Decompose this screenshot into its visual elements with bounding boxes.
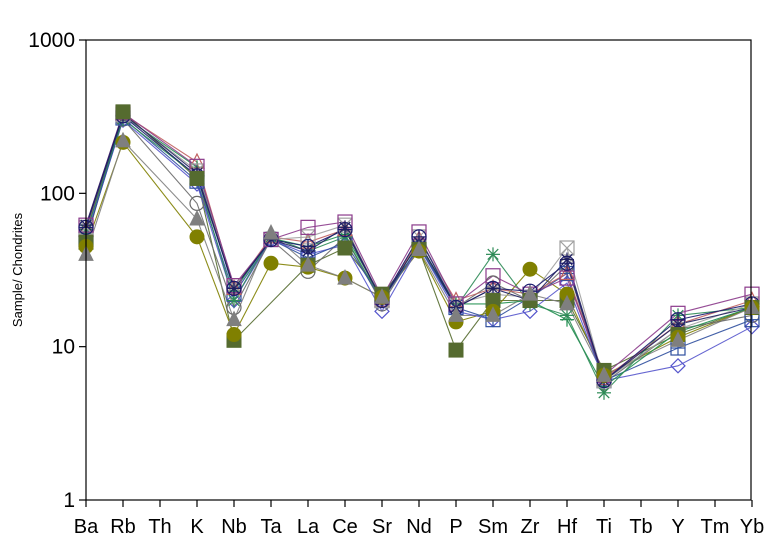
data-point bbox=[337, 268, 353, 285]
x-tick-label: Tb bbox=[629, 516, 652, 538]
data-point bbox=[300, 256, 316, 272]
series-line bbox=[85, 119, 753, 382]
data-point bbox=[300, 219, 316, 235]
data-point bbox=[301, 244, 315, 259]
data-point bbox=[337, 240, 353, 256]
data-point bbox=[522, 285, 538, 301]
series-markers bbox=[78, 104, 760, 400]
series-line bbox=[85, 111, 753, 377]
data-point bbox=[559, 264, 575, 281]
x-tick-label: Rb bbox=[110, 516, 136, 538]
x-tick-label: La bbox=[297, 516, 320, 538]
data-point bbox=[448, 306, 464, 322]
x-tick-label: Th bbox=[148, 516, 171, 538]
x-tick-label: Nd bbox=[406, 516, 432, 538]
plot-frame bbox=[85, 39, 752, 501]
data-point bbox=[560, 308, 574, 323]
data-point bbox=[485, 306, 501, 322]
x-tick-label: Sr bbox=[372, 516, 392, 538]
data-point bbox=[411, 240, 427, 257]
x-tick-label: Nb bbox=[221, 516, 247, 538]
y-tick-label: 100 bbox=[40, 182, 75, 205]
data-point bbox=[189, 229, 205, 245]
data-point bbox=[744, 298, 760, 315]
series-line bbox=[85, 112, 753, 382]
y-axis-label: Sample/ Chondrites bbox=[10, 212, 25, 327]
x-tick-label: Tm bbox=[701, 516, 730, 538]
data-point bbox=[670, 357, 686, 374]
y-tick-label: 10 bbox=[52, 336, 75, 359]
data-point bbox=[486, 247, 500, 262]
series-lines bbox=[85, 110, 753, 394]
y-tick-label: 1000 bbox=[28, 29, 75, 52]
x-tick-label: P bbox=[449, 516, 462, 538]
x-tick-label: Ce bbox=[332, 516, 358, 538]
data-point bbox=[189, 170, 205, 186]
data-point bbox=[522, 261, 538, 277]
y-axis: 1 10 100 1000 bbox=[28, 29, 86, 512]
data-point bbox=[226, 327, 242, 343]
x-axis: Ba Rb Th K Nb Ta La Ce Sr Nd P Sm Zr Hf Ti Tb Y Tm Yb bbox=[74, 500, 764, 538]
data-point bbox=[597, 385, 611, 400]
data-point bbox=[263, 224, 279, 240]
data-point bbox=[374, 288, 390, 304]
data-point bbox=[227, 281, 241, 296]
x-tick-label: Ta bbox=[260, 516, 282, 538]
data-point bbox=[115, 131, 131, 148]
data-point bbox=[448, 342, 464, 358]
data-point bbox=[189, 209, 205, 226]
x-tick-label: Yb bbox=[740, 516, 764, 538]
data-point bbox=[226, 310, 242, 327]
x-tick-label: Hf bbox=[557, 516, 577, 538]
x-tick-label: Y bbox=[671, 516, 684, 538]
x-tick-label: Zr bbox=[521, 516, 540, 538]
data-point bbox=[670, 331, 686, 347]
data-point bbox=[559, 270, 575, 286]
data-point bbox=[338, 220, 352, 235]
data-point bbox=[596, 366, 612, 382]
x-tick-label: K bbox=[190, 516, 204, 538]
y-tick-label: 1 bbox=[63, 489, 75, 512]
x-tick-label: Sm bbox=[478, 516, 508, 538]
data-point bbox=[559, 294, 575, 311]
x-tick-label: Ti bbox=[596, 516, 612, 538]
data-point bbox=[115, 104, 131, 120]
x-tick-label: Ba bbox=[74, 516, 99, 538]
data-point bbox=[560, 252, 574, 267]
data-point bbox=[744, 318, 760, 335]
data-point bbox=[263, 255, 279, 271]
